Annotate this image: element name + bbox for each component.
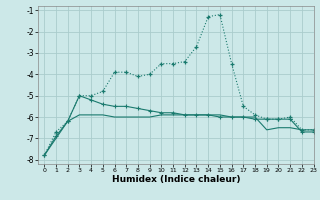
X-axis label: Humidex (Indice chaleur): Humidex (Indice chaleur) <box>112 175 240 184</box>
